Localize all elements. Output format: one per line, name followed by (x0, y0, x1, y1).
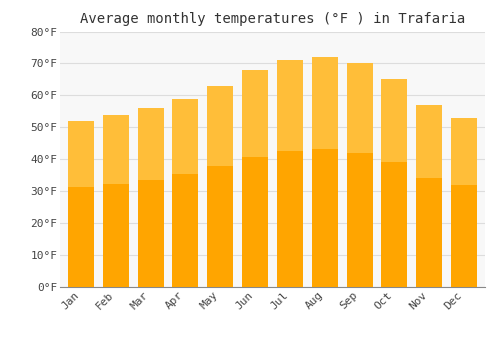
Bar (207, 86, 234, 287)
Bar (312, 57, 338, 287)
Bar (451, 118, 477, 186)
Bar (138, 108, 164, 287)
Bar (172, 99, 199, 287)
Bar (138, 108, 164, 180)
Bar (382, 79, 407, 287)
Bar (68, 121, 94, 187)
Bar (207, 86, 234, 166)
Bar (102, 114, 129, 287)
Bar (242, 70, 268, 157)
Bar (416, 105, 442, 178)
Bar (416, 105, 442, 287)
Bar (102, 114, 129, 183)
Bar (346, 63, 372, 287)
Bar (277, 60, 303, 287)
Bar (242, 70, 268, 287)
Bar (277, 60, 303, 151)
Bar (172, 99, 199, 174)
Bar (68, 121, 94, 287)
Bar (312, 57, 338, 149)
Bar (451, 118, 477, 287)
Title: Average monthly temperatures (°F ) in Trafaria: Average monthly temperatures (°F ) in Tr… (80, 12, 465, 26)
Bar (346, 63, 372, 153)
Bar (382, 79, 407, 162)
